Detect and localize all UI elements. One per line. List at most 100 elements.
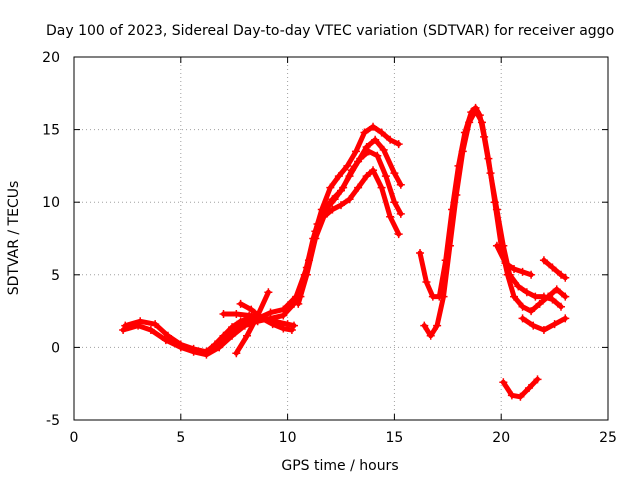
data-point-plus [422, 278, 431, 287]
data-point-plus [561, 292, 570, 301]
data-point-plus [189, 344, 198, 353]
data-point-plus [219, 310, 228, 319]
data-point-plus [232, 349, 241, 358]
series-track-4 [296, 147, 405, 301]
data-point-plus [396, 180, 405, 189]
data-point-plus [296, 292, 305, 301]
chart-title: Day 100 of 2023, Sidereal Day-to-day VTE… [46, 23, 614, 39]
data-point-plus [219, 331, 228, 340]
data-point-plus [345, 195, 354, 204]
data-point-plus [330, 195, 339, 204]
data-point-plus [373, 151, 382, 160]
y-tick-label: -5 [46, 413, 60, 429]
data-point-plus [561, 314, 570, 323]
y-tick-label: 0 [51, 340, 60, 356]
data-point-plus [394, 140, 403, 149]
data-point-plus [279, 305, 288, 314]
data-point-plus [552, 285, 561, 294]
data-point-plus [163, 331, 172, 340]
series-line [541, 257, 568, 281]
series-track-7 [232, 288, 273, 358]
series-track-9 [416, 103, 566, 311]
data-point-plus [236, 317, 245, 326]
data-point-plus [304, 256, 313, 265]
data-series [119, 103, 570, 401]
series-track-3 [294, 166, 403, 308]
data-point-plus [471, 106, 480, 115]
data-point-plus [287, 325, 296, 334]
x-tick-label: 5 [176, 430, 185, 446]
data-point-plus [294, 299, 303, 308]
data-point-plus [245, 314, 254, 323]
axis-ticks: 0 5 10 15 20 25 -5 0 5 10 15 20 [42, 50, 617, 446]
data-point-plus [531, 292, 540, 301]
data-point-plus [356, 154, 365, 163]
y-tick-label: 20 [42, 50, 60, 66]
data-point-plus [527, 270, 536, 279]
data-point-plus [516, 392, 525, 401]
data-point-plus [527, 307, 536, 316]
data-point-plus [146, 325, 155, 334]
data-point-plus [264, 288, 273, 297]
data-point-plus [484, 154, 493, 163]
data-point-plus [369, 122, 378, 131]
data-point-plus [433, 321, 442, 330]
data-point-plus [161, 336, 170, 345]
data-point-plus [518, 302, 527, 311]
data-point-plus [339, 183, 348, 192]
data-point-plus [386, 212, 395, 221]
data-point-plus [539, 325, 548, 334]
data-point-plus [334, 172, 343, 181]
grid-lines [74, 57, 608, 420]
data-point-plus [557, 302, 566, 311]
data-point-plus [121, 321, 130, 330]
data-point-plus [279, 324, 288, 333]
x-tick-label: 25 [599, 430, 617, 446]
data-point-plus [533, 375, 542, 384]
data-point-plus [544, 292, 553, 301]
data-point-plus [381, 172, 390, 181]
data-point-plus [390, 169, 399, 178]
y-axis-title: SDTVAR / TECUs [6, 181, 22, 296]
data-point-plus [416, 249, 425, 258]
data-point-plus [550, 320, 559, 329]
data-point-plus [514, 282, 523, 291]
data-point-plus [420, 321, 429, 330]
data-point-plus [151, 320, 160, 329]
data-point-plus [268, 320, 277, 329]
y-tick-label: 5 [51, 268, 60, 284]
data-point-plus [426, 331, 435, 340]
data-point-plus [243, 331, 252, 340]
x-tick-label: 15 [385, 430, 403, 446]
data-point-plus [247, 305, 256, 314]
series-line [417, 105, 564, 310]
data-point-plus [396, 209, 405, 218]
data-point-plus [499, 378, 508, 387]
data-point-plus [228, 323, 237, 332]
data-point-plus [369, 166, 378, 175]
data-point-plus [210, 340, 219, 349]
data-point-plus [394, 230, 403, 239]
data-point-plus [445, 241, 454, 250]
data-point-plus [507, 391, 516, 400]
data-point-plus [371, 135, 380, 144]
data-point-plus [364, 147, 373, 156]
data-point-plus [518, 314, 527, 323]
data-point-plus [510, 292, 519, 301]
data-point-plus [136, 317, 145, 326]
data-point-plus [257, 314, 266, 323]
data-point-plus [548, 295, 557, 304]
data-point-plus [548, 263, 557, 272]
data-point-plus [326, 183, 335, 192]
data-point-plus [529, 321, 538, 330]
data-point-plus [439, 292, 448, 301]
data-point-plus [290, 321, 299, 330]
data-point-plus [202, 347, 211, 356]
series-track-11 [492, 241, 536, 279]
data-point-plus [465, 118, 474, 127]
data-point-plus [313, 219, 322, 228]
data-point-plus [386, 135, 395, 144]
data-point-plus [236, 299, 245, 308]
series-track-13 [518, 314, 570, 334]
